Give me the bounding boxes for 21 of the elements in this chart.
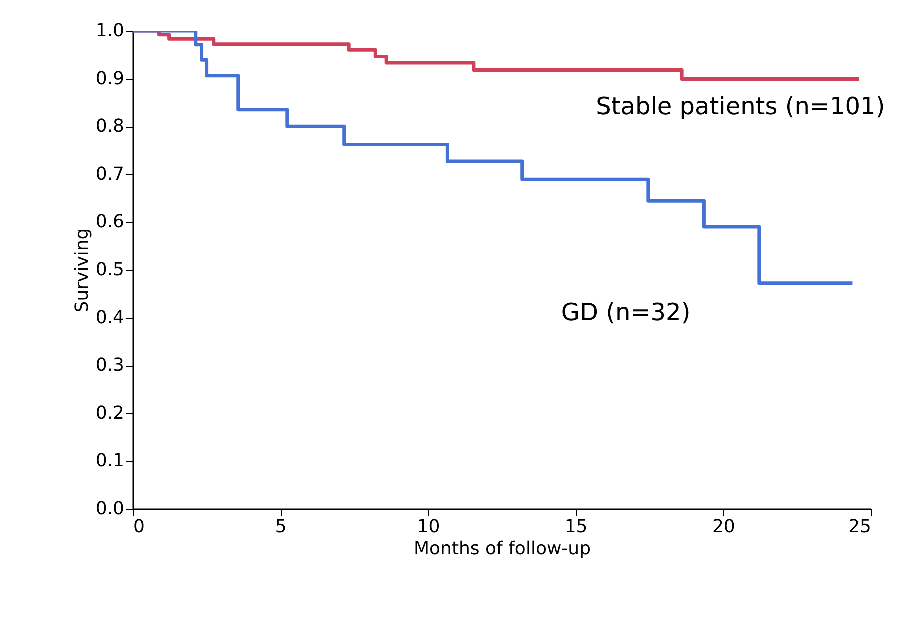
x-tick-label: 10	[417, 516, 440, 538]
y-tick-label: 0.1	[96, 450, 124, 472]
x-tick-label: 20	[712, 516, 736, 538]
y-tick-label: 0.8	[96, 116, 124, 138]
x-tick-label: 5	[275, 516, 287, 538]
y-tick-label: 0.0	[96, 498, 124, 520]
x-tick-label: 25	[848, 516, 872, 538]
series-label: Stable patients (n=101)	[596, 92, 886, 120]
y-tick-label: 0.4	[96, 307, 124, 328]
y-tick-label: 0.9	[96, 68, 124, 90]
y-tick-label: 1.0	[96, 20, 124, 42]
y-tick-label: 0.3	[96, 355, 124, 376]
y-tick-label: 0.7	[96, 164, 124, 185]
x-tick-label: 0	[134, 516, 145, 538]
y-tick-label: 0.2	[96, 402, 124, 424]
x-tick-label: 15	[564, 516, 588, 538]
y-tick-label: 0.5	[96, 260, 124, 280]
x-axis-title: Months of follow-up	[414, 538, 592, 560]
y-tick-label: 0.6	[96, 212, 124, 233]
text: GD (n=32)	[561, 298, 691, 326]
y-axis-title: Surviving	[72, 228, 93, 313]
